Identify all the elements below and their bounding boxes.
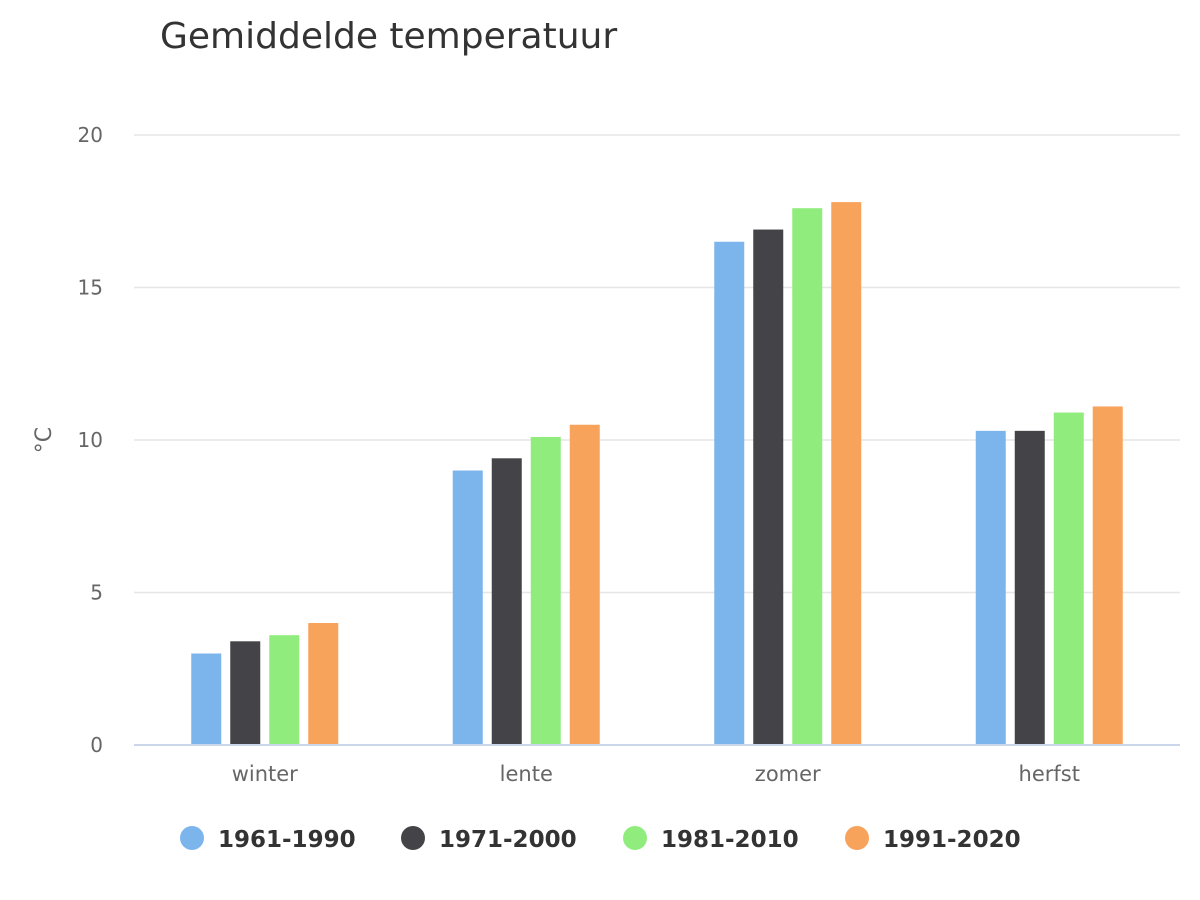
bar-herfst-1961-1990[interactable] <box>975 430 1006 745</box>
bar-lente-1971-2000[interactable] <box>491 458 522 745</box>
y-tick-label: 10 <box>78 428 103 452</box>
bar-winter-1971-2000[interactable] <box>230 641 261 745</box>
y-tick-label: 20 <box>78 123 103 147</box>
legend-label: 1991-2020 <box>883 827 1021 853</box>
bar-herfst-1991-2020[interactable] <box>1092 406 1123 745</box>
y-tick-label: 0 <box>90 733 103 757</box>
legend-label: 1981-2010 <box>661 827 799 853</box>
bar-lente-1961-1990[interactable] <box>452 470 483 746</box>
bar-lente-1991-2020[interactable] <box>569 424 600 745</box>
legend-marker <box>623 826 647 850</box>
bar-zomer-1981-2010[interactable] <box>792 208 823 745</box>
bar-herfst-1971-2000[interactable] <box>1014 430 1045 745</box>
x-tick-label: zomer <box>755 762 821 786</box>
bar-winter-1981-2010[interactable] <box>269 635 300 745</box>
x-tick-label: lente <box>500 762 553 786</box>
bar-lente-1981-2010[interactable] <box>530 436 561 745</box>
bar-zomer-1961-1990[interactable] <box>714 241 745 745</box>
legend-item-1991-2020[interactable]: 1991-2020 <box>845 826 1021 853</box>
bar-zomer-1971-2000[interactable] <box>753 229 784 746</box>
legend-label: 1971-2000 <box>439 827 577 853</box>
y-tick-label: 15 <box>78 276 103 300</box>
x-tick-label: winter <box>232 762 298 786</box>
x-tick-label: herfst <box>1019 762 1080 786</box>
legend-marker <box>845 826 869 850</box>
bar-winter-1961-1990[interactable] <box>191 653 222 746</box>
legend-marker <box>180 826 204 850</box>
bars <box>191 202 1123 746</box>
bar-herfst-1981-2010[interactable] <box>1053 412 1084 745</box>
legend-marker <box>401 826 425 850</box>
chart-title: Gemiddelde temperatuur <box>160 16 617 57</box>
legend-label: 1961-1990 <box>218 827 356 853</box>
y-axis-ticks: 0 5 10 15 20 <box>78 123 103 757</box>
y-axis-label: °C <box>32 427 57 453</box>
y-tick-label: 5 <box>90 581 103 605</box>
legend-item-1981-2010[interactable]: 1981-2010 <box>623 826 799 853</box>
legend[interactable]: 1961-1990 1971-2000 1981-2010 1991-2020 <box>180 826 1021 853</box>
x-axis-categories: winter lente zomer herfst <box>232 762 1080 786</box>
legend-item-1961-1990[interactable]: 1961-1990 <box>180 826 356 853</box>
bar-zomer-1991-2020[interactable] <box>831 202 862 746</box>
bar-winter-1991-2020[interactable] <box>308 623 339 745</box>
legend-item-1971-2000[interactable]: 1971-2000 <box>401 826 577 853</box>
